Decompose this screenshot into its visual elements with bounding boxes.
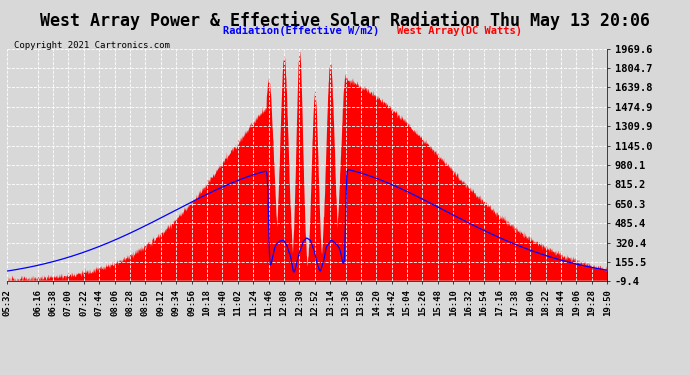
Text: Radiation(Effective W/m2): Radiation(Effective W/m2)	[223, 26, 380, 36]
Text: Copyright 2021 Cartronics.com: Copyright 2021 Cartronics.com	[14, 41, 170, 50]
Text: West Array(DC Watts): West Array(DC Watts)	[397, 26, 522, 36]
Text: West Array Power & Effective Solar Radiation Thu May 13 20:06: West Array Power & Effective Solar Radia…	[40, 11, 650, 30]
